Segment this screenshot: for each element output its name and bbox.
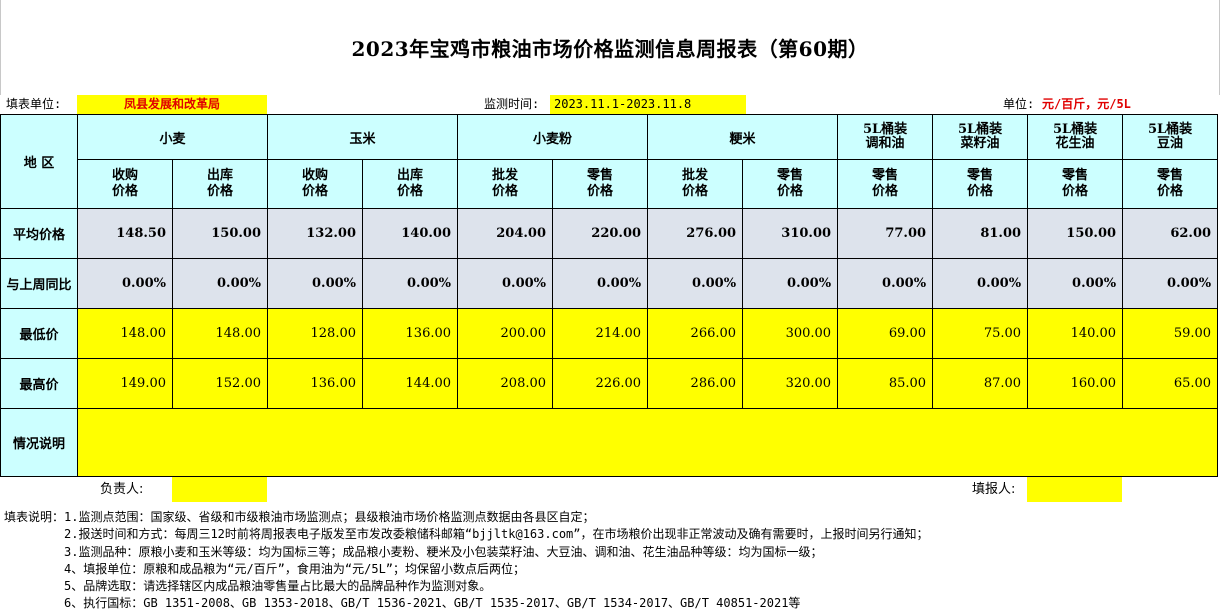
avg-price-cell: 77.00 xyxy=(837,208,934,259)
report-title: 2023年宝鸡市粮油市场价格监测信息周报表（第60期） xyxy=(0,0,1220,95)
highest-price-cell[interactable]: 136.00 xyxy=(267,358,364,409)
time-label: 监测时间: xyxy=(484,97,540,111)
filler-label: 填报人: xyxy=(972,482,1016,497)
avg-price-cell: 140.00 xyxy=(362,208,459,259)
lowest-price-label: 最低价 xyxy=(0,308,78,359)
highest-price-cell[interactable]: 226.00 xyxy=(552,358,649,409)
lowest-price-cell[interactable]: 300.00 xyxy=(742,308,839,359)
group-header-rice: 粳米 xyxy=(647,114,839,160)
highest-price-cell[interactable]: 152.00 xyxy=(171,358,269,409)
subheader-cell: 收购 价格 xyxy=(77,159,173,209)
subheader-cell: 批发 价格 xyxy=(457,159,554,209)
avg-price-cell: 150.00 xyxy=(171,208,269,259)
subheader-cell: 零售 价格 xyxy=(552,159,649,209)
highest-price-cell[interactable]: 208.00 xyxy=(457,358,554,409)
lowest-price-cell[interactable]: 75.00 xyxy=(932,308,1029,359)
avg-price-cell: 204.00 xyxy=(457,208,554,259)
subheader-cell: 出库 价格 xyxy=(362,159,459,209)
group-header-oil-rapeseed: 5L桶装 菜籽油 xyxy=(932,114,1029,160)
subheader-cell: 收购 价格 xyxy=(267,159,364,209)
week-compare-cell: 0.00% xyxy=(362,258,459,309)
group-header-wheat: 小麦 xyxy=(76,114,269,160)
subheader-cell: 零售 价格 xyxy=(932,159,1029,209)
subheader-cell: 零售 价格 xyxy=(837,159,934,209)
week-compare-cell: 0.00% xyxy=(171,258,269,309)
subheader-cell: 零售 价格 xyxy=(742,159,839,209)
lowest-price-cell[interactable]: 148.00 xyxy=(77,308,173,359)
unit-label: 填表单位: xyxy=(6,97,62,111)
week-compare-cell: 0.00% xyxy=(267,258,364,309)
lowest-price-cell[interactable]: 69.00 xyxy=(837,308,934,359)
lowest-price-cell[interactable]: 200.00 xyxy=(457,308,554,359)
filler-field[interactable] xyxy=(1027,477,1122,502)
highest-price-cell[interactable]: 65.00 xyxy=(1122,358,1219,409)
highest-price-cell[interactable]: 85.00 xyxy=(837,358,934,409)
price-table: 地 区 小麦 玉米 小麦粉 粳米 5L桶装 调和油 5L桶装 菜籽油 5L桶装 花生油… xyxy=(0,114,1219,477)
note-line-3: 3.监测品种：原粮小麦和玉米等级：均为国标三等；成品粮小麦粉、粳米及小包装菜籽油… xyxy=(64,544,823,559)
note-value[interactable] xyxy=(76,408,1219,477)
highest-price-label: 最高价 xyxy=(0,358,78,409)
lowest-price-cell[interactable]: 59.00 xyxy=(1122,308,1219,359)
week-compare-cell: 0.00% xyxy=(837,258,934,309)
time-value: 2023.11.1-2023.11.8 xyxy=(550,95,746,114)
highest-price-cell[interactable]: 149.00 xyxy=(77,358,173,409)
subheader-cell: 零售 价格 xyxy=(1027,159,1124,209)
week-compare-cell: 0.00% xyxy=(457,258,554,309)
note-line-6: 6、执行国标：GB 1351-2008、GB 1353-2018、GB/T 15… xyxy=(64,596,801,611)
unit-value: 凤县发展和改革局 xyxy=(77,95,267,114)
avg-price-cell: 62.00 xyxy=(1122,208,1219,259)
group-header-oil-blend: 5L桶装 调和油 xyxy=(837,114,934,160)
avg-price-cell: 81.00 xyxy=(932,208,1029,259)
subheader-cell: 批发 价格 xyxy=(647,159,744,209)
avg-price-cell: 150.00 xyxy=(1027,208,1124,259)
lowest-price-cell[interactable]: 136.00 xyxy=(362,308,459,359)
lowest-price-cell[interactable]: 266.00 xyxy=(647,308,744,359)
week-compare-cell: 0.00% xyxy=(742,258,839,309)
lowest-price-cell[interactable]: 140.00 xyxy=(1027,308,1124,359)
responsible-field[interactable] xyxy=(172,477,267,502)
measure-value: 元/百斤，元/5L xyxy=(1042,97,1131,111)
highest-price-cell[interactable]: 87.00 xyxy=(932,358,1029,409)
avg-price-label: 平均价格 xyxy=(0,208,78,259)
notes-block: 填表说明：1.监测点范围：国家级、省级和市级粮油市场监测点；县级粮油市场价格监测… xyxy=(0,509,1220,613)
group-header-corn: 玉米 xyxy=(267,114,459,160)
info-row: 填表单位: 凤县发展和改革局 监测时间: 2023.11.1-2023.11.8… xyxy=(0,95,1220,114)
avg-price-cell: 148.50 xyxy=(77,208,173,259)
week-compare-cell: 0.00% xyxy=(647,258,744,309)
week-compare-cell: 0.00% xyxy=(1027,258,1124,309)
measure-label: 单位: xyxy=(1003,97,1035,111)
note-line-5: 5、品牌选取：请选择辖区内成品粮油零售量占比最大的品牌品种作为监测对象。 xyxy=(64,579,492,594)
avg-price-cell: 220.00 xyxy=(552,208,649,259)
subheader-cell: 零售 价格 xyxy=(1122,159,1219,209)
avg-price-cell: 310.00 xyxy=(742,208,839,259)
note-label: 情况说明 xyxy=(0,408,78,477)
highest-price-cell[interactable]: 286.00 xyxy=(647,358,744,409)
avg-price-cell: 132.00 xyxy=(267,208,364,259)
highest-price-cell[interactable]: 320.00 xyxy=(742,358,839,409)
week-compare-cell: 0.00% xyxy=(77,258,173,309)
group-header-flour: 小麦粉 xyxy=(457,114,649,160)
lowest-price-cell[interactable]: 148.00 xyxy=(171,308,269,359)
week-compare-cell: 0.00% xyxy=(932,258,1029,309)
highest-price-cell[interactable]: 144.00 xyxy=(362,358,459,409)
note-line-1: 填表说明：1.监测点范围：国家级、省级和市级粮油市场监测点；县级粮油市场价格监测… xyxy=(4,510,595,524)
subheader-cell: 出库 价格 xyxy=(171,159,269,209)
lowest-price-cell[interactable]: 214.00 xyxy=(552,308,649,359)
week-compare-cell: 0.00% xyxy=(552,258,649,309)
region-header: 地 区 xyxy=(0,114,78,209)
week-compare-label: 与上周同比 xyxy=(0,258,78,309)
highest-price-cell[interactable]: 160.00 xyxy=(1027,358,1124,409)
avg-price-cell: 276.00 xyxy=(647,208,744,259)
group-header-oil-soybean: 5L桶装 豆油 xyxy=(1122,114,1219,160)
week-compare-cell: 0.00% xyxy=(1122,258,1219,309)
note-line-4: 4、填报单位：原粮和成品粮为“元/百斤”，食用油为“元/5L”；均保留小数点后两… xyxy=(64,561,526,576)
note-line-2: 2.报送时间和方式：每周三12时前将周报表电子版发至市发改委粮储科邮箱“bjjl… xyxy=(64,527,929,542)
responsible-label: 负责人: xyxy=(100,482,144,497)
lowest-price-cell[interactable]: 128.00 xyxy=(267,308,364,359)
group-header-oil-peanut: 5L桶装 花生油 xyxy=(1027,114,1124,160)
sign-row: 负责人: 填报人: xyxy=(0,477,1220,502)
